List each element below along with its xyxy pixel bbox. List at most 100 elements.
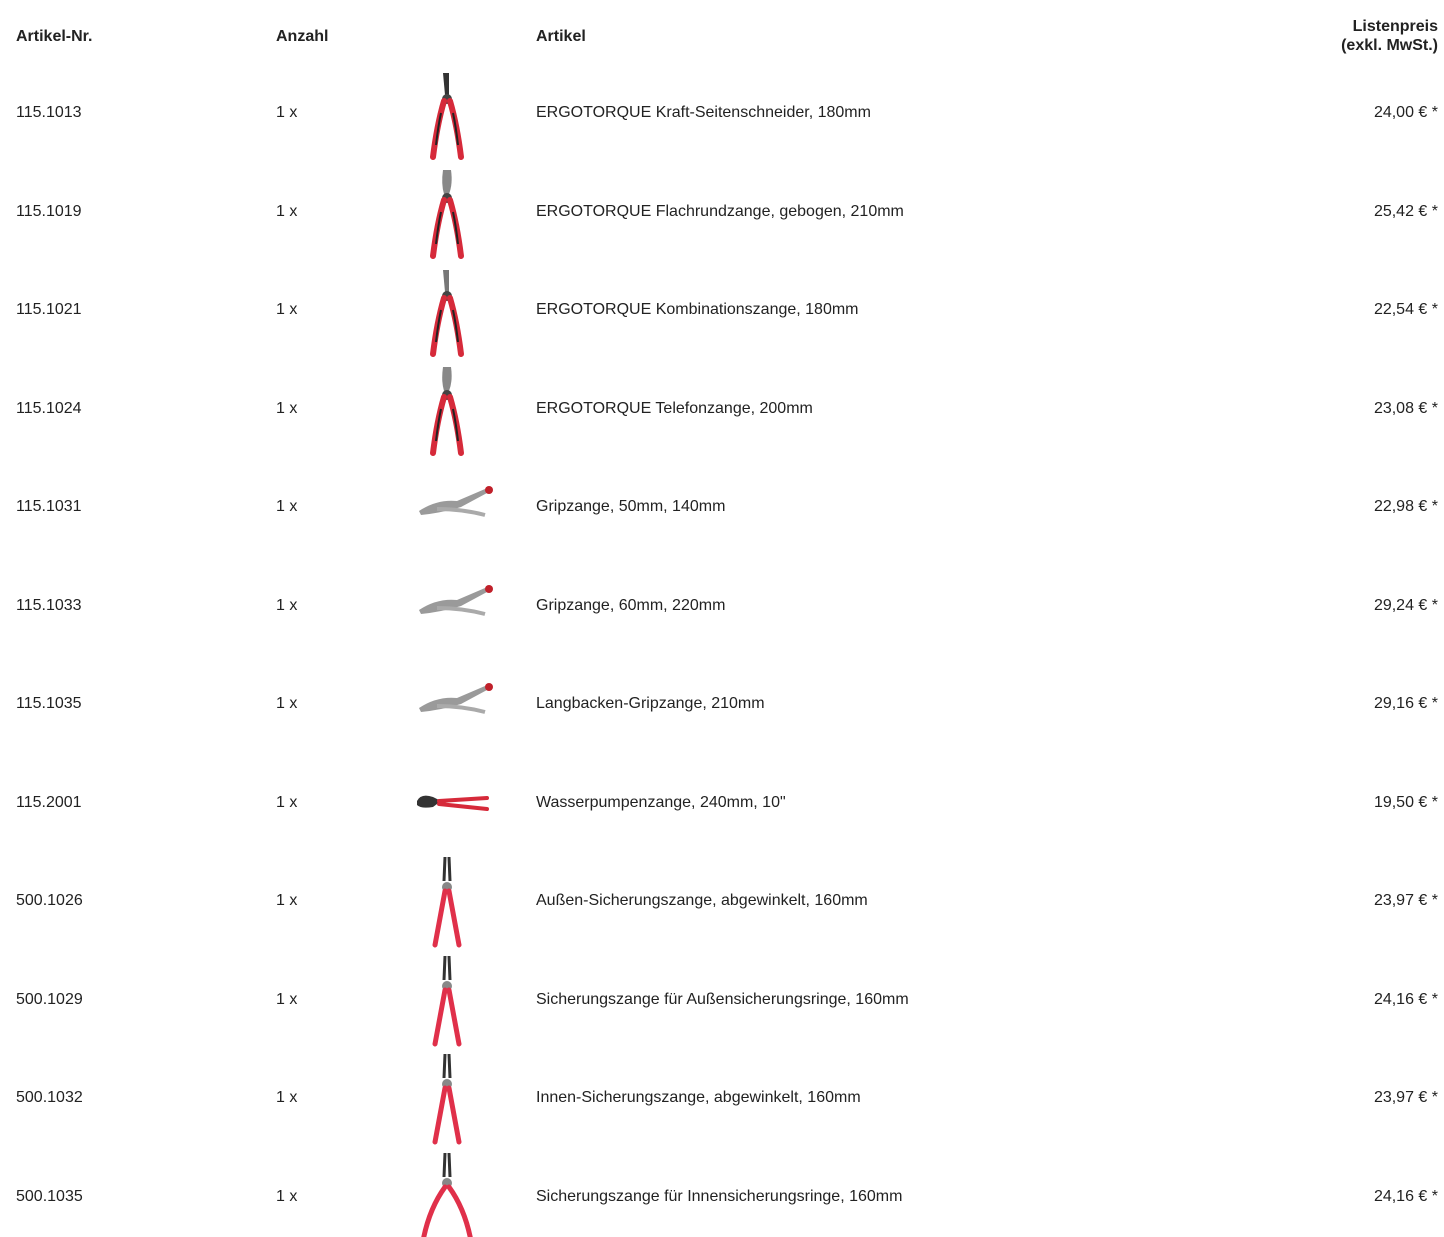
- header-article: Artikel: [536, 28, 586, 45]
- plier-handle: [432, 987, 448, 1046]
- grip-handle: [436, 704, 486, 714]
- plier-grip: [452, 112, 459, 146]
- grip-body: [419, 587, 487, 614]
- article-name: ERGOTORQUE Flachrundzange, gebogen, 210m…: [536, 202, 904, 220]
- price: 24,16 € *: [1373, 990, 1438, 1008]
- article-name: Sicherungszange für Außensicherungsringe…: [536, 990, 909, 1008]
- grip-body: [419, 686, 487, 712]
- plier-head: [442, 366, 452, 391]
- article-name: ERGOTORQUE Telefonzange, 200mm: [536, 399, 813, 417]
- article-number: 115.1019: [16, 202, 82, 220]
- grip-knob: [485, 683, 493, 691]
- quantity: 1 x: [276, 793, 298, 811]
- price: 24,00 € *: [1373, 104, 1438, 121]
- product-image: [419, 486, 493, 517]
- quantity: 1 x: [276, 990, 298, 1008]
- grip-handle: [436, 507, 486, 517]
- plier-handle: [446, 987, 462, 1046]
- plier-handle: [446, 888, 462, 948]
- product-image: [430, 73, 464, 160]
- price: 24,16 € *: [1373, 1187, 1438, 1205]
- plier-tip: [442, 1152, 452, 1177]
- article-number: 115.1031: [16, 498, 82, 515]
- pump-head: [417, 795, 441, 808]
- price: 29,24 € *: [1373, 596, 1438, 614]
- plier-tip: [442, 1053, 452, 1079]
- quantity: 1 x: [276, 892, 298, 909]
- plier-tip: [442, 955, 452, 980]
- price: 29,16 € *: [1373, 695, 1438, 712]
- article-name: Gripzange, 60mm, 220mm: [536, 596, 726, 614]
- product-image: [430, 366, 464, 456]
- plier-grip: [452, 211, 459, 244]
- product-image: [432, 856, 462, 948]
- article-number: 115.2001: [16, 793, 82, 811]
- quantity: 1 x: [276, 695, 298, 712]
- header-article-no: Artikel-Nr.: [16, 28, 93, 45]
- header-quantity: Anzahl: [276, 28, 329, 45]
- article-number: 115.1033: [16, 596, 82, 614]
- header-price: Listenpreis: [1352, 18, 1438, 35]
- price: 23,08 € *: [1373, 399, 1438, 417]
- article-number: 500.1035: [16, 1187, 83, 1205]
- article-name: Wasserpumpenzange, 240mm, 10": [536, 793, 786, 811]
- plier-grip: [435, 408, 442, 441]
- price: 25,42 € *: [1373, 202, 1438, 220]
- article-name: ERGOTORQUE Kombinationszange, 180mm: [536, 301, 859, 318]
- pump-handle: [437, 795, 489, 811]
- product-image: [419, 584, 493, 616]
- grip-knob: [485, 584, 493, 593]
- product-image: [419, 683, 493, 714]
- price: 23,97 € *: [1373, 1089, 1438, 1106]
- plier-tip: [442, 856, 452, 882]
- quantity: 1 x: [276, 202, 298, 220]
- price: 23,97 € *: [1373, 892, 1438, 909]
- plier-handle: [432, 1085, 448, 1145]
- quantity: 1 x: [276, 1187, 298, 1205]
- quantity: 1 x: [276, 399, 298, 417]
- plier-handle: [446, 1085, 462, 1145]
- article-number: 115.1021: [16, 301, 82, 318]
- article-name: Außen-Sicherungszange, abgewinkelt, 160m…: [536, 892, 868, 909]
- plier-head: [443, 270, 449, 292]
- plier-grip: [435, 309, 442, 343]
- article-name: Gripzange, 50mm, 140mm: [536, 498, 726, 515]
- plier-grip: [435, 211, 442, 244]
- article-name: ERGOTORQUE Kraft-Seitenschneider, 180mm: [536, 104, 871, 121]
- product-image: [430, 270, 464, 357]
- grip-handle: [436, 605, 486, 616]
- product-image: [417, 795, 489, 811]
- plier-head: [442, 169, 452, 194]
- grip-body: [419, 489, 487, 515]
- price: 19,50 € *: [1373, 793, 1438, 811]
- article-number: 115.1024: [16, 399, 82, 417]
- plier-head: [443, 73, 449, 95]
- plier-handle: [421, 1184, 448, 1237]
- quantity: 1 x: [276, 596, 298, 614]
- article-number: 500.1026: [16, 892, 83, 909]
- article-name: Innen-Sicherungszange, abgewinkelt, 160m…: [536, 1089, 861, 1106]
- product-image: [432, 1053, 462, 1145]
- header-price-note: (exkl. MwSt.): [1341, 37, 1438, 54]
- article-name: Sicherungszange für Innensicherungsringe…: [536, 1187, 903, 1205]
- plier-handle: [446, 1184, 473, 1237]
- grip-knob: [485, 486, 493, 494]
- product-image: [430, 169, 464, 259]
- quantity: 1 x: [276, 1089, 298, 1106]
- quantity: 1 x: [276, 498, 298, 515]
- price: 22,54 € *: [1373, 301, 1438, 318]
- article-name: Langbacken-Gripzange, 210mm: [536, 695, 765, 712]
- price: 22,98 € *: [1373, 498, 1438, 515]
- article-number: 115.1035: [16, 695, 82, 712]
- quantity: 1 x: [276, 301, 298, 318]
- plier-grip: [435, 112, 442, 146]
- product-image: [421, 1152, 473, 1237]
- article-number: 500.1029: [16, 990, 83, 1008]
- plier-grip: [452, 408, 459, 441]
- article-number: 115.1013: [16, 104, 82, 121]
- quantity: 1 x: [276, 104, 298, 121]
- product-image: [432, 955, 462, 1046]
- plier-grip: [452, 309, 459, 343]
- article-number: 500.1032: [16, 1089, 83, 1106]
